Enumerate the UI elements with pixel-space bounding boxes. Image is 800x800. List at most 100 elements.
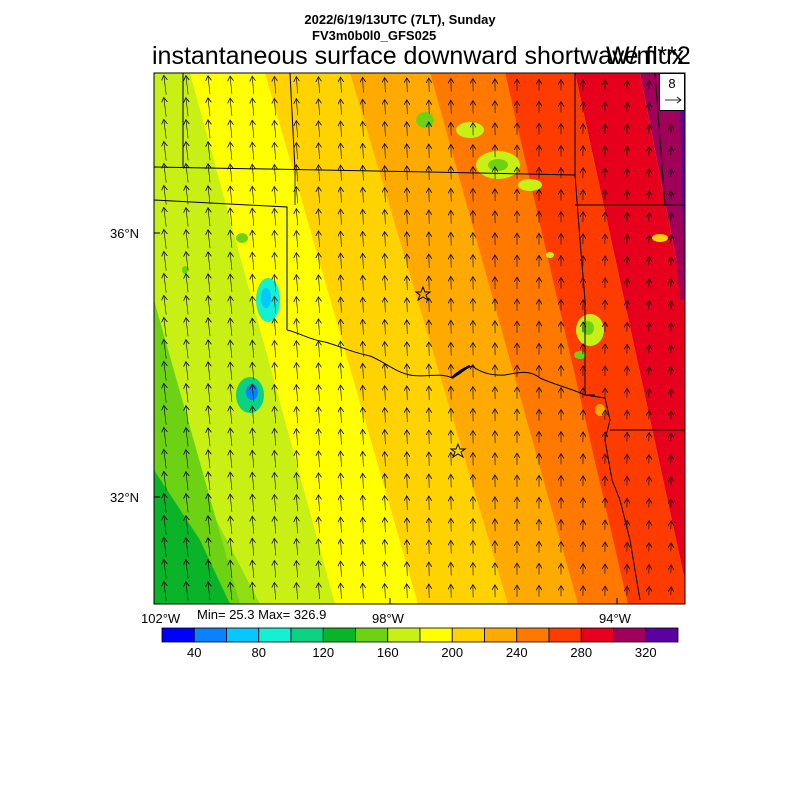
axis-ticks — [153, 232, 618, 604]
wind-arrow — [341, 319, 342, 335]
wind-arrow — [341, 209, 342, 225]
wind-arrow — [407, 144, 408, 159]
wind-arrow — [252, 428, 254, 446]
wind-arrow — [296, 495, 297, 512]
wind-arrow — [274, 385, 275, 402]
wind-arrow — [164, 251, 166, 271]
wind-arrow — [230, 230, 232, 248]
wind-arrow — [318, 253, 319, 270]
chart-datetime: 2022/6/19/13UTC (7LT), Sunday — [304, 12, 496, 27]
wind-arrow — [230, 164, 232, 182]
wind-arrow — [385, 408, 386, 423]
wind-arrow — [164, 207, 166, 227]
wind-arrow — [363, 77, 364, 93]
wind-arrow — [385, 386, 386, 401]
wind-arrow — [341, 517, 342, 533]
wind-arrow — [230, 76, 232, 94]
wind-arrow — [318, 187, 319, 204]
wind-arrow — [341, 275, 342, 291]
wind-arrow — [318, 77, 319, 94]
lat-label-36: 36°N — [110, 226, 140, 241]
wind-arrow — [296, 429, 297, 446]
wind-arrow — [341, 473, 342, 489]
wind-arrow — [407, 232, 408, 247]
wind-arrow — [274, 451, 275, 468]
wind-arrow — [186, 384, 188, 403]
wind-arrow — [164, 581, 166, 601]
wind-arrow — [164, 449, 166, 469]
wind-arrow — [208, 472, 210, 491]
wind-arrow — [186, 318, 188, 337]
wind-arrow — [296, 143, 297, 160]
wind-arrow — [164, 75, 166, 95]
wind-arrow — [186, 516, 188, 535]
wind-arrow — [407, 342, 408, 357]
wind-arrow — [341, 99, 342, 115]
wind-arrow — [363, 165, 364, 181]
colorbar-swatch — [580, 627, 614, 643]
wind-arrow — [274, 539, 275, 556]
wind-arrow — [186, 406, 188, 425]
wind-arrow — [186, 120, 188, 139]
wind-arrow — [296, 561, 297, 578]
wind-arrow — [208, 582, 210, 601]
wind-arrow — [341, 187, 342, 203]
wind-arrow — [274, 473, 275, 490]
wind-arrow — [385, 342, 386, 357]
wind-arrow — [318, 539, 319, 556]
wind-arrow — [230, 516, 232, 534]
wind-arrow — [385, 320, 386, 335]
wind-arrow — [274, 209, 275, 226]
wind-arrow — [208, 450, 210, 469]
wind-arrow — [318, 319, 319, 336]
wind-arrow — [341, 363, 342, 379]
wind-arrow — [407, 210, 408, 225]
wind-arrow — [385, 540, 386, 555]
wind-arrow — [407, 254, 408, 269]
wind-arrow — [341, 165, 342, 181]
wind-arrow — [186, 296, 188, 315]
colorbar-swatch — [226, 627, 260, 643]
wind-arrow — [164, 295, 166, 315]
wind-arrow — [230, 274, 232, 292]
colorbar-tick-label: 160 — [376, 645, 399, 660]
wind-arrow — [318, 385, 319, 402]
wind-arrow — [407, 276, 408, 291]
wind-arrow — [318, 451, 319, 468]
wind-arrow — [230, 538, 232, 556]
wind-arrow — [274, 165, 275, 182]
wind-arrow — [164, 273, 166, 293]
wind-arrow — [252, 274, 254, 292]
wind-arrow — [296, 451, 297, 468]
wind-arrow — [230, 428, 232, 446]
wind-arrow — [363, 407, 364, 423]
wind-arrow — [208, 120, 210, 139]
wind-arrow — [208, 164, 210, 183]
colorbar-swatch — [484, 627, 518, 643]
wind-arrow — [296, 297, 297, 314]
wind-arrow — [318, 231, 319, 248]
wind-arrow — [363, 143, 364, 159]
wind-arrow — [186, 208, 188, 227]
wind-arrow — [385, 210, 386, 225]
wind-arrow — [318, 363, 319, 380]
wind-arrow — [252, 494, 254, 512]
wind-arrow — [252, 252, 254, 270]
wind-arrow — [164, 141, 166, 161]
wind-arrow — [385, 100, 386, 115]
wind-arrow — [318, 209, 319, 226]
wind-arrow — [296, 165, 297, 182]
wind-arrow — [407, 386, 408, 401]
wind-arrow — [296, 319, 297, 336]
wind-arrow — [208, 76, 210, 95]
wind-arrow — [164, 185, 166, 205]
wind-arrow — [363, 121, 364, 137]
wind-arrow — [318, 561, 319, 578]
wind-arrow — [341, 539, 342, 555]
wind-arrow — [274, 319, 275, 336]
colorbar-tick-label: 200 — [441, 645, 464, 660]
wind-arrow — [341, 561, 342, 577]
wind-arrow — [274, 253, 275, 270]
reference-vector-value: 8 — [668, 76, 676, 91]
